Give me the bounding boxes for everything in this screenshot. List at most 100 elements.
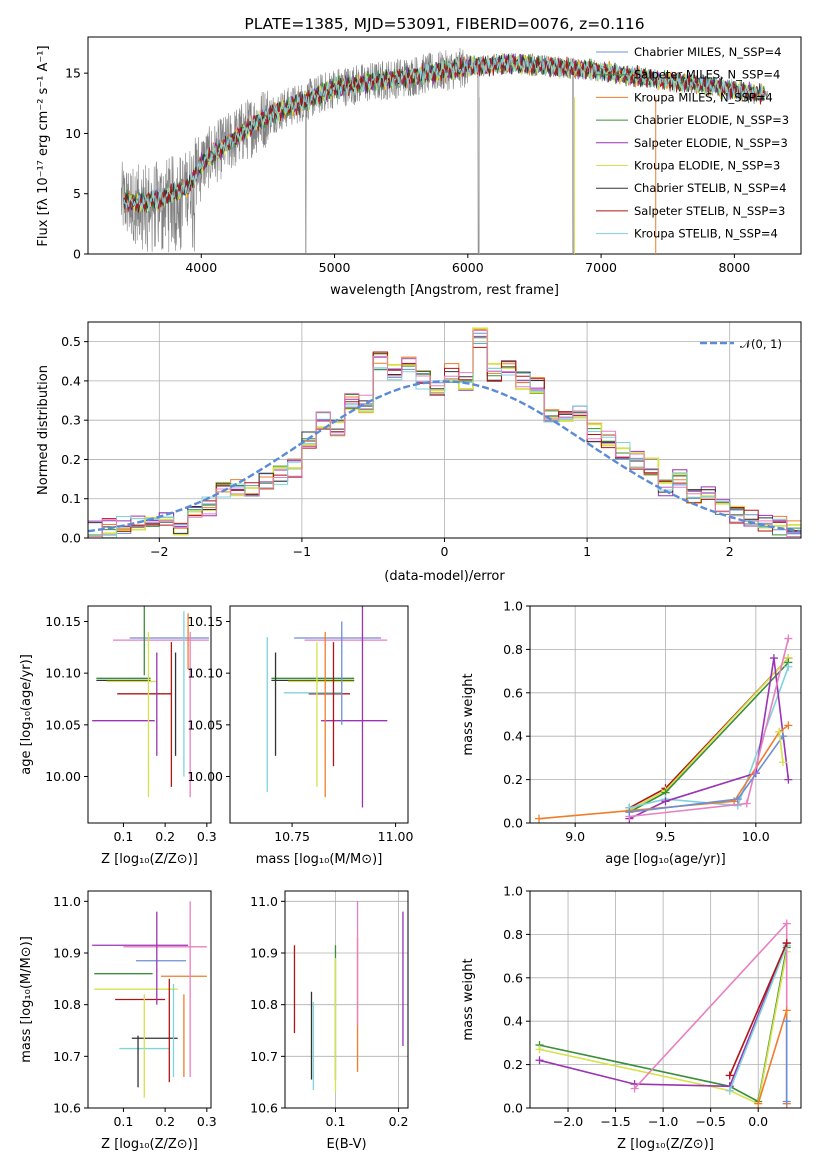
spectrum-model-line (123, 54, 765, 211)
residual-xtick-label: −1 (293, 544, 311, 559)
panel-ytick-label: 0.8 (503, 927, 523, 942)
weight-marker (782, 939, 791, 948)
residual-ytick-label: 0.0 (61, 531, 81, 546)
panel-data (92, 606, 209, 798)
gaussian-legend-label: 𝒩(0, 1) (740, 337, 782, 351)
panel-ytick-label: 11.0 (53, 894, 81, 909)
panel-xtick-label: 0.1 (113, 1114, 133, 1129)
panel-xtick-label: 9.0 (565, 829, 585, 844)
age-vs-Z-panel: 0.1 0.2 0.3 10.00 10.05 10.10 10.15 Z [log₁₀(Z/… (19, 605, 217, 867)
weight-marker (733, 795, 742, 804)
panel-xtick-label: 0.2 (389, 1114, 409, 1129)
panel-ylabel: age [log₁₀(age/yr)] (19, 654, 34, 775)
spectrum-ytick-label: 10 (65, 126, 81, 141)
spectrum-legend-label: Chabrier ELODIE, N_SSP=3 (634, 113, 789, 127)
weight-marker (535, 1045, 544, 1054)
panel-ytick-label: 10.8 (250, 997, 278, 1012)
panel-xtick-label: 0.2 (155, 829, 175, 844)
panel-frame (87, 605, 212, 824)
panel-ytick-label: 10.9 (53, 946, 81, 961)
weight-marker (778, 758, 787, 767)
panel-ylabel: mass weight (461, 673, 476, 755)
panel-ylabel: mass [log₁₀(M/M⊙)] (19, 936, 34, 1063)
residual-ylabel: Normed distribution (36, 365, 51, 495)
weight-marker (535, 814, 544, 823)
panel-xlabel: Z [log₁₀(Z/Z⊙)] (101, 1137, 198, 1152)
panel-ytick-label: 10.6 (53, 1101, 81, 1116)
weight-marker (625, 808, 634, 817)
panel-xtick-label: 0.1 (113, 829, 133, 844)
spectrum-panel: PLATE=1385, MJD=53091, FIBERID=0076, z=0… (36, 15, 802, 298)
spectrum-xtick-label: 7000 (585, 260, 617, 275)
panel-data (535, 919, 791, 1108)
weight-line (539, 951, 788, 1105)
weight-line (538, 724, 789, 820)
weight-line (728, 942, 788, 1076)
panel-ytick-label: 11.0 (250, 894, 278, 909)
weight-marker (782, 919, 791, 928)
mass-vs-EBV-panel: 0.1 0.2 10.6 10.7 10.8 10.9 11.0 E(B-V) (250, 890, 409, 1152)
weight-vs-age-panel: 9.0 9.5 10.0 0.0 0.2 0.4 0.6 0.8 1.0 age [log₁₀(a… (461, 599, 802, 867)
spectrum-ylabel: Flux [fλ 10⁻¹⁷ erg cm⁻² s⁻¹ A⁻¹] (36, 45, 51, 246)
weight-marker (754, 1099, 763, 1108)
residual-ytick-label: 0.5 (61, 334, 81, 349)
spectrum-ytick-label: 15 (65, 66, 81, 81)
weight-marker (775, 727, 784, 736)
residual-ytick-label: 0.3 (61, 413, 81, 428)
panel-data (266, 606, 388, 808)
panel-xlabel: Z [log₁₀(Z/Z⊙)] (617, 1137, 714, 1152)
panel-frame (284, 890, 409, 1109)
spectrum-frame (87, 36, 802, 255)
residual-ytick-label: 0.4 (61, 373, 81, 388)
weight-marker (782, 1006, 791, 1015)
weight-marker (782, 1097, 791, 1106)
panel-ytick-label: 10.7 (250, 1049, 278, 1064)
panel-xlabel: E(B-V) (326, 1137, 366, 1152)
weight-marker (782, 1017, 791, 1026)
weight-marker (784, 721, 793, 730)
panel-ytick-label: 0.8 (503, 642, 523, 657)
spectrum-legend-label: Chabrier MILES, N_SSP=4 (634, 45, 781, 59)
spectrum-legend-label: Kroupa ELODIE, N_SSP=3 (634, 159, 780, 173)
panel-ytick-label: 10.00 (45, 769, 81, 784)
panel-ytick-label: 10.15 (45, 614, 81, 629)
panel-xtick-label: 10.0 (742, 829, 770, 844)
weight-line (629, 638, 790, 818)
panel-xtick-label: −0.5 (695, 1114, 725, 1129)
panel-ytick-label: 10.9 (250, 946, 278, 961)
weight-marker (725, 1071, 734, 1080)
panel-xtick-label: 0.3 (197, 1114, 217, 1129)
gaussian-curve (88, 380, 801, 533)
panel-xtick-label: −1.0 (648, 1114, 678, 1129)
panel-ytick-label: 0.6 (503, 970, 523, 985)
panel-frame (529, 890, 802, 1109)
weight-line (539, 942, 788, 1088)
panel-ytick-label: 10.8 (53, 997, 81, 1012)
age-vs-mass-panel: 10.75 11.00 10.00 10.05 10.10 10.15 mass [log₁… (187, 605, 414, 867)
panel-ytick-label: 10.7 (53, 1049, 81, 1064)
weight-marker (661, 797, 670, 806)
spectrum-legend-label: Kroupa MILES, N_SSP=4 (634, 90, 773, 104)
spectrum-legend-label: Kroupa STELIB, N_SSP=4 (634, 227, 778, 241)
weight-marker (784, 634, 793, 643)
spectrum-legend: Chabrier MILES, N_SSP=4 Salpeter MILES, N… (596, 45, 789, 241)
spectrum-xtick-label: 5000 (319, 260, 351, 275)
panel-xtick-label: 11.00 (378, 829, 414, 844)
spectrum-legend-label: Salpeter STELIB, N_SSP=3 (634, 204, 785, 218)
residual-xtick-label: −2 (150, 544, 168, 559)
panel-xlabel: mass [log₁₀(M/M⊙)] (256, 852, 383, 867)
panel-ytick-label: 0.6 (503, 685, 523, 700)
residual-ytick-label: 0.2 (61, 452, 81, 467)
panel-data (92, 901, 207, 1098)
spectrum-ytick-label: 0 (73, 247, 81, 262)
panel-ytick-label: 1.0 (503, 599, 523, 614)
panel-xtick-label: 0.0 (748, 1114, 768, 1129)
weight-line (778, 731, 784, 763)
mass-vs-Z-panel: 0.1 0.2 0.3 10.6 10.7 10.8 10.9 11.0 Z [log₁₀(Z/… (19, 890, 217, 1152)
panel-xtick-label: −1.5 (600, 1114, 630, 1129)
panel-ytick-label: 10.10 (187, 666, 223, 681)
spectrum-xtick-label: 6000 (452, 260, 484, 275)
weight-marker (769, 654, 778, 663)
panel-frame (229, 605, 409, 824)
